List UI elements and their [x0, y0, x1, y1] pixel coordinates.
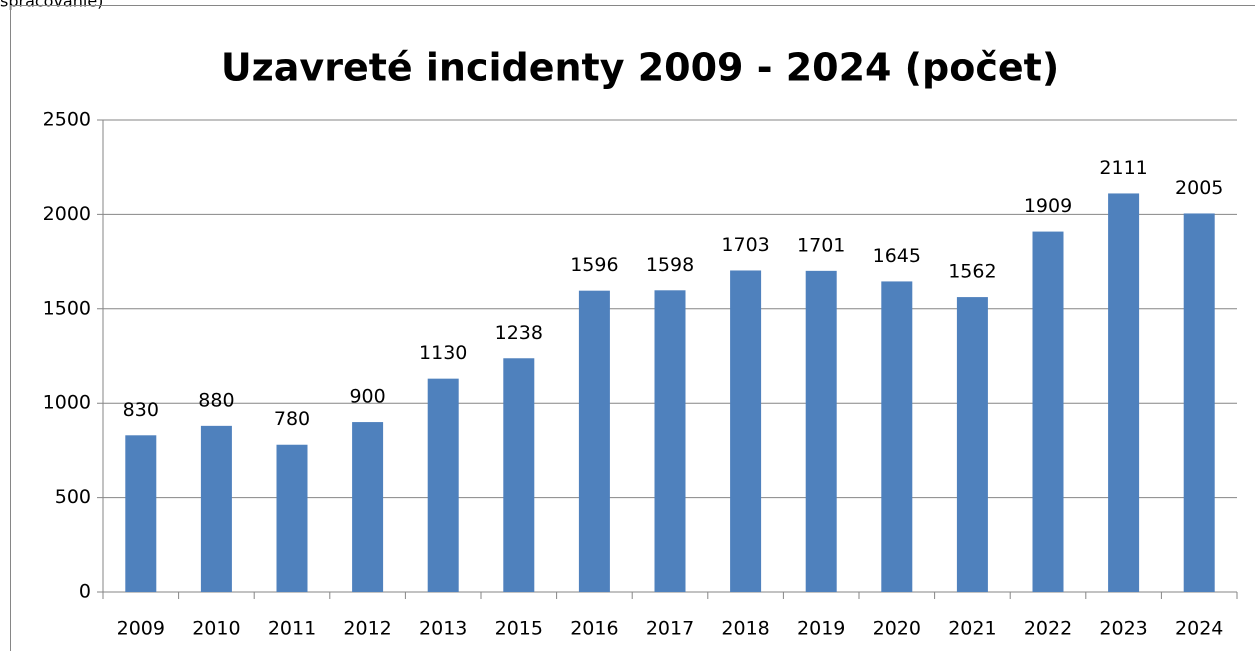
bar [200, 425, 232, 592]
data-label: 1562 [948, 261, 996, 283]
bar [503, 358, 535, 592]
data-label: 2005 [1175, 177, 1223, 199]
bar [1032, 231, 1064, 592]
bar [881, 281, 913, 592]
y-tick-label: 2000 [43, 203, 91, 225]
data-label: 1645 [873, 245, 921, 267]
data-label: 1130 [419, 342, 467, 364]
bar [125, 435, 157, 592]
y-tick-label: 1500 [43, 297, 91, 319]
y-tick-label: 2500 [43, 109, 91, 131]
x-tick-label: 2020 [873, 618, 921, 640]
bar [1183, 213, 1215, 592]
bar [805, 270, 837, 592]
bar [1108, 193, 1140, 592]
x-tick-label: 2010 [192, 618, 240, 640]
y-tick-label: 500 [55, 486, 91, 508]
data-label: 780 [274, 408, 310, 430]
x-tick-label: 2019 [797, 618, 845, 640]
data-label: 880 [198, 389, 234, 411]
x-tick-label: 2023 [1099, 618, 1147, 640]
chart-title: Uzavreté incidenty 2009 - 2024 (počet) [221, 46, 1059, 90]
bar [654, 290, 686, 592]
x-tick-label: 2021 [948, 618, 996, 640]
x-tick-label: 2009 [117, 618, 165, 640]
x-tick-label: 2015 [495, 618, 543, 640]
x-tick-label: 2011 [268, 618, 316, 640]
data-label: 900 [349, 386, 385, 408]
bar [956, 297, 988, 592]
x-tick-label: 2024 [1175, 618, 1223, 640]
x-tick-label: 2018 [721, 618, 769, 640]
bar [352, 422, 384, 592]
y-tick-label: 1000 [43, 392, 91, 414]
data-label: 1909 [1024, 195, 1072, 217]
bar [276, 444, 308, 592]
x-tick-label: 2012 [343, 618, 391, 640]
x-tick-label: 2017 [646, 618, 694, 640]
bar [730, 270, 762, 592]
data-label: 2111 [1099, 157, 1147, 179]
bar [578, 290, 610, 592]
data-label: 830 [123, 399, 159, 421]
data-label: 1238 [495, 322, 543, 344]
data-label: 1701 [797, 234, 845, 256]
x-tick-label: 2013 [419, 618, 467, 640]
chart-border [10, 5, 1255, 651]
data-label: 1596 [570, 254, 618, 276]
bar [427, 378, 459, 592]
data-label: 1703 [721, 234, 769, 256]
y-tick-label: 0 [79, 581, 91, 603]
x-tick-label: 2016 [570, 618, 618, 640]
data-label: 1598 [646, 254, 694, 276]
x-tick-label: 2022 [1024, 618, 1072, 640]
